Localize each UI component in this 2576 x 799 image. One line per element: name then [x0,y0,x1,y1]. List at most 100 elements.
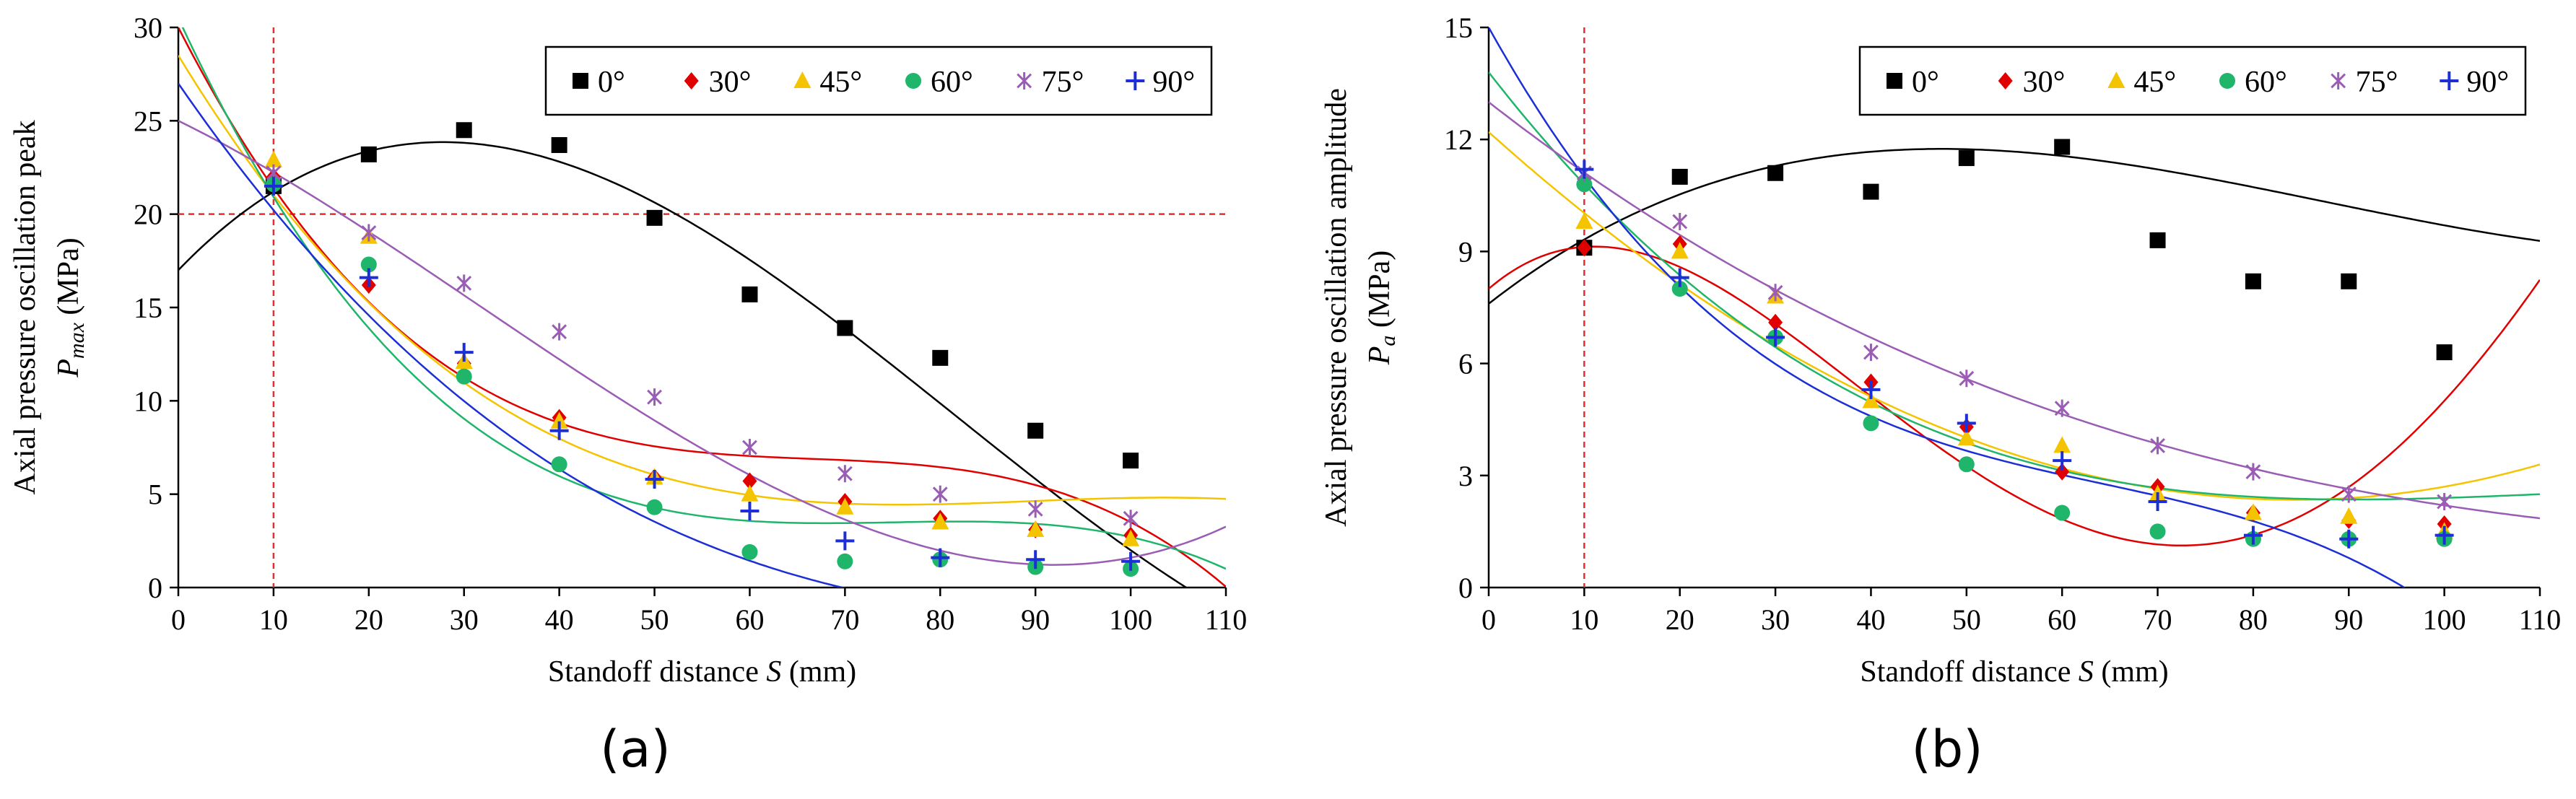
legend-marker [793,71,811,88]
x-tick-label: 0 [1481,603,1496,636]
data-point [1123,453,1139,469]
data-point [1577,239,1592,257]
data-point [552,323,567,341]
y-tick-label: 25 [134,105,162,137]
series-90deg [264,176,1141,571]
fit-curves [178,27,1226,588]
y-axis-label-line1: Axial pressure oscillation amplitude [1320,88,1353,527]
data-point [1027,520,1045,537]
legend-label: 60° [931,66,973,99]
legend-label: 75° [2356,66,2398,99]
data-point [1957,414,1976,433]
data-point [2244,503,2262,520]
data-point [2340,507,2358,524]
data-point [1671,242,1689,259]
data-point [2434,525,2454,545]
series-60deg [1576,176,2453,547]
series-0deg [265,122,1139,469]
data-point [932,485,948,503]
y-tick-label: 30 [134,12,162,44]
legend-label: 45° [2133,66,2176,99]
y-axis-label-subscript: a [1376,336,1400,346]
fit-curve-75deg [178,120,1226,566]
data-point [2148,492,2167,512]
legend-marker [905,73,921,89]
y-axis-label-symbol: P [52,359,85,378]
data-point [741,286,758,302]
data-point [2245,273,2261,289]
legend-marker [573,73,588,89]
data-point [1863,344,1879,362]
legend: 0° 30° 45° 60° 75° 90° [1858,45,2527,116]
y-axis-label-subscript: max [65,322,89,359]
y-axis-label-line2: Pmax (MPa) [52,237,89,377]
x-axis-label-units: (mm) [2094,655,2169,689]
data-point [549,421,569,440]
data-point [551,136,567,153]
data-point [1122,529,1140,546]
legend-marker [684,72,699,89]
legend-marker [1887,73,1902,89]
data-point [1958,150,1975,167]
data-point [2437,493,2453,511]
data-point [1957,429,1975,446]
y-axis-label-units: (MPa) [1363,250,1396,336]
data-point [647,388,662,406]
x-tick-label: 110 [2519,603,2562,636]
x-tick-label: 80 [926,603,954,636]
data-point [2149,523,2166,540]
data-point [2436,344,2453,361]
data-point [1671,168,1688,185]
data-point [837,553,853,569]
legend-label: 0° [1912,66,1939,99]
data-point [456,122,472,139]
data-point [550,411,568,429]
data-point [1575,212,1593,230]
y-tick-label: 0 [1458,572,1473,604]
legend-marker [2107,71,2125,88]
fit-curve-75deg [1489,101,2540,520]
x-axis-label-text: Standoff distance [548,655,767,689]
data-point [1123,510,1139,528]
panel-label-b: (b) [1911,720,1983,779]
x-tick-label: 50 [640,603,669,636]
legend-box [1858,45,2527,116]
legend-marker [1998,72,2013,89]
data-point [1862,391,1880,409]
fit-curve-0deg [178,141,1188,588]
data-point [1026,550,1045,569]
data-point [1576,176,1593,193]
legend: 0° 30° 45° 60° 75° 90° [544,45,1213,116]
data-point [1671,281,1688,297]
legend-label: 0° [598,66,625,99]
data-point [2053,436,2071,453]
fit-curve-60deg [181,27,1226,570]
legend-label: 75° [1042,66,1084,99]
data-point [1121,551,1141,571]
legend-label: 30° [2023,66,2066,99]
x-tick-label: 40 [1856,603,1885,636]
data-point [1767,284,1783,302]
data-point [2054,505,2071,521]
data-point [1958,456,1975,473]
data-point [1766,328,1785,347]
series-0deg [1576,139,2453,361]
data-point [645,469,664,489]
data-point [2339,529,2359,549]
y-tick-label: 3 [1458,460,1473,492]
data-point [2054,399,2070,417]
y-tick-label: 0 [148,572,162,604]
series-30deg [1577,235,2452,533]
fit-curve-30deg [1489,245,2540,547]
legend-label: 30° [709,66,752,99]
data-point [1575,160,1594,179]
x-axis-label-units: (mm) [781,655,856,689]
data-point [1863,183,1879,200]
data-point [1027,422,1044,439]
legend-label: 60° [2245,66,2287,99]
data-point [2149,232,2166,248]
data-point [2054,139,2071,155]
fit-curve-45deg [1489,131,2540,501]
data-point [2341,485,2357,503]
